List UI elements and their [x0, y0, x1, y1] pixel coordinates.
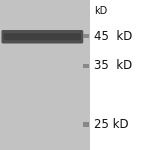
- Text: 35  kD: 35 kD: [94, 60, 133, 72]
- FancyBboxPatch shape: [2, 30, 83, 43]
- Bar: [83, 34, 89, 38]
- Text: 25 kD: 25 kD: [94, 118, 129, 131]
- Bar: [0, 0, 90, 150]
- Text: kD: kD: [94, 6, 108, 16]
- FancyBboxPatch shape: [4, 33, 81, 40]
- Bar: [90, 0, 150, 150]
- Bar: [83, 122, 89, 127]
- Text: 45  kD: 45 kD: [94, 30, 133, 42]
- Bar: [83, 64, 89, 68]
